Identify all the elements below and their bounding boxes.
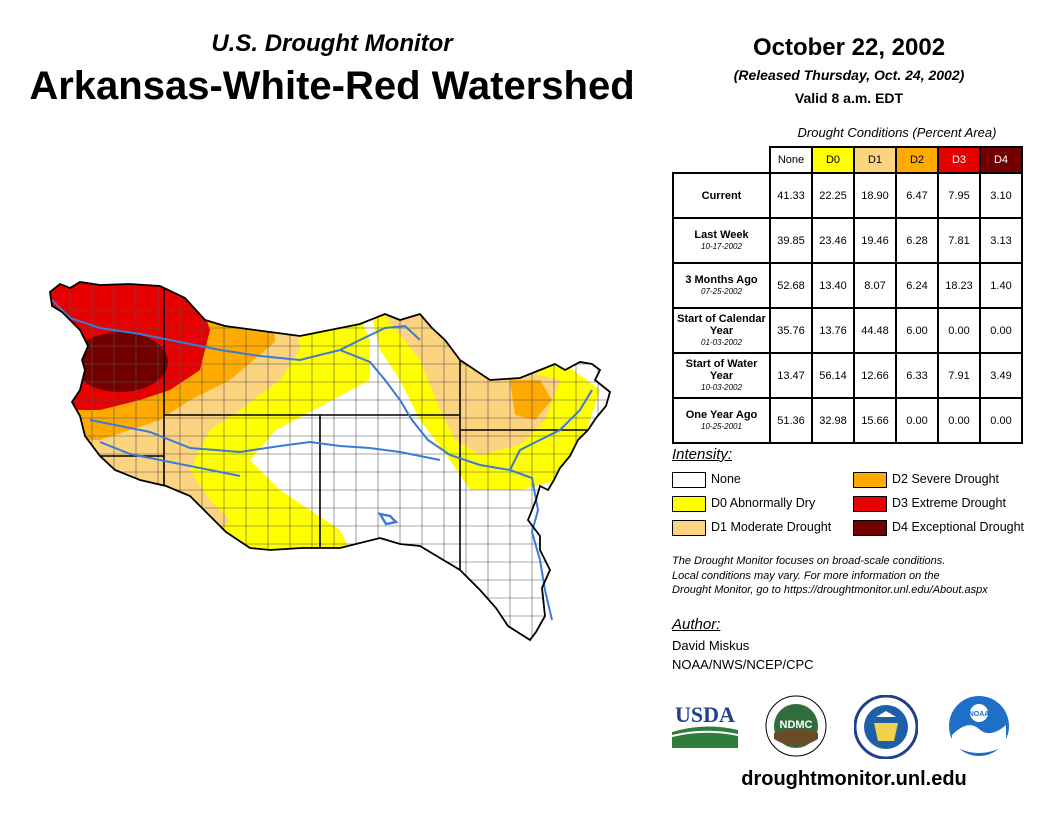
ndmc-logo-text: NDMC: [780, 719, 813, 731]
drought-map: [49, 281, 611, 641]
table-cell: 18.90: [853, 172, 897, 219]
legend-swatch-none: [672, 472, 706, 488]
note-line: Drought Monitor, go to https://droughtmo…: [672, 584, 988, 596]
col-d4: D4: [979, 146, 1023, 174]
table-cell: 35.76: [769, 307, 813, 354]
table-cell: 7.95: [937, 172, 981, 219]
table-cell: 51.36: [769, 397, 813, 444]
valid-time: Valid 8 a.m. EDT: [794, 90, 904, 106]
row-sublabel: 07-25-2002: [701, 286, 742, 296]
row-sublabel: 01-03-2002: [701, 337, 742, 347]
map-title: Arkansas-White-Red Watershed: [29, 64, 635, 108]
table-cell: 0.00: [937, 307, 981, 354]
legend-title: Intensity:: [672, 446, 733, 463]
row-label: Last Week: [694, 228, 749, 241]
table-header-row: None D0 D1 D2 D3 D4: [673, 146, 1023, 174]
map-subtitle: U.S. Drought Monitor: [211, 30, 453, 57]
table-row: 3 Months Ago 07-25-2002 52.68 13.40 8.07 …: [672, 262, 1023, 309]
table-caption: Drought Conditions (Percent Area): [797, 125, 997, 140]
table-cell: 6.33: [895, 352, 939, 399]
table-cell: 23.46: [811, 217, 855, 264]
legend-label-d4: D4 Exceptional Drought: [892, 520, 1025, 534]
row-sublabel: 10-17-2002: [701, 241, 742, 251]
table-row: Start of Calendar Year 01-03-2002 35.76 1…: [672, 307, 1023, 354]
row-label: One Year Ago: [685, 408, 758, 421]
table-cell: 52.68: [769, 262, 813, 309]
table-cell: 13.47: [769, 352, 813, 399]
legend-swatch-d2: [853, 472, 887, 488]
table-cell: 44.48: [853, 307, 897, 354]
table-cell: 12.66: [853, 352, 897, 399]
row-sublabel: 10-25-2001: [701, 421, 742, 431]
legend-label-d3: D3 Extreme Drought: [892, 496, 1006, 510]
table-cell: 7.81: [937, 217, 981, 264]
table-cell: 3.13: [979, 217, 1023, 264]
usda-logo-text: USDA: [675, 702, 735, 727]
col-d0: D0: [811, 146, 855, 174]
col-d1: D1: [853, 146, 897, 174]
drought-conditions-table: None D0 D1 D2 D3 D4 Current 41.33 22.25 …: [672, 146, 1023, 444]
table-cell: 3.49: [979, 352, 1023, 399]
table-cell: 13.40: [811, 262, 855, 309]
author-name: David Miskus: [672, 638, 750, 653]
row-label: 3 Months Ago: [685, 273, 758, 286]
row-label: Start of Water Year: [685, 357, 758, 382]
table-cell: 39.85: [769, 217, 813, 264]
table-cell: 41.33: [769, 172, 813, 219]
col-d2: D2: [895, 146, 939, 174]
legend-swatch-d4: [853, 520, 887, 536]
table-row: Current 41.33 22.25 18.90 6.47 7.95 3.10: [672, 172, 1023, 219]
table-cell: 6.28: [895, 217, 939, 264]
noaa-logo-text: NOAA: [969, 711, 990, 718]
table-cell: 19.46: [853, 217, 897, 264]
noaa-logo: NOAA: [949, 696, 1009, 756]
row-label: Current: [701, 189, 742, 202]
col-none: None: [769, 146, 813, 174]
legend-label-d1: D1 Moderate Drought: [711, 520, 832, 534]
legend-label-d0: D0 Abnormally Dry: [711, 496, 816, 510]
table-cell: 22.25: [811, 172, 855, 219]
table-cell: 0.00: [895, 397, 939, 444]
col-d3: D3: [937, 146, 981, 174]
table-cell: 13.76: [811, 307, 855, 354]
ndmc-logo: NDMC: [765, 695, 827, 757]
row-sublabel: 10-03-2002: [701, 382, 742, 392]
table-cell: 3.10: [979, 172, 1023, 219]
legend-label-d2: D2 Severe Drought: [892, 472, 1000, 486]
note-line: Local conditions may vary. For more info…: [672, 569, 940, 582]
state-lines: [100, 282, 610, 640]
table-cell: 0.00: [979, 397, 1023, 444]
note-line: The Drought Monitor focuses on broad-sca…: [672, 555, 946, 567]
table-cell: 0.00: [937, 397, 981, 444]
table-cell: 0.00: [979, 307, 1023, 354]
map-date: October 22, 2002: [752, 34, 946, 61]
table-cell: 32.98: [811, 397, 855, 444]
table-cell: 6.24: [895, 262, 939, 309]
rivers: [51, 299, 593, 621]
disclaimer-note: The Drought Monitor focuses on broad-sca…: [672, 554, 1044, 598]
table-cell: 6.00: [895, 307, 939, 354]
usda-logo: USDA: [672, 702, 738, 748]
table-cell: 7.91: [937, 352, 981, 399]
table-cell: 8.07: [853, 262, 897, 309]
table-cell: 6.47: [895, 172, 939, 219]
table-cell: 56.14: [811, 352, 855, 399]
release-date: (Released Thursday, Oct. 24, 2002): [733, 67, 965, 83]
table-cell: 1.40: [979, 262, 1023, 309]
legend-swatch-d1: [672, 520, 706, 536]
table-row: One Year Ago 10-25-2001 51.36 32.98 15.66…: [672, 397, 1023, 444]
legend-swatch-d0: [672, 496, 706, 512]
commerce-seal-logo: [854, 695, 918, 759]
row-label: Start of Calendar Year: [677, 312, 766, 337]
legend-label-none: None: [711, 472, 741, 486]
table-cell: 18.23: [937, 262, 981, 309]
table-row: Start of Water Year 10-03-2002 13.47 56.1…: [672, 352, 1023, 399]
footer-url[interactable]: droughtmonitor.unl.edu: [741, 768, 967, 790]
d4-region: [72, 332, 168, 392]
legend-swatch-d3: [853, 496, 887, 512]
table-row: Last Week 10-17-2002 39.85 23.46 19.46 6.…: [672, 217, 1023, 264]
author-title: Author:: [672, 616, 721, 633]
author-org: NOAA/NWS/NCEP/CPC: [672, 657, 814, 672]
table-cell: 15.66: [853, 397, 897, 444]
